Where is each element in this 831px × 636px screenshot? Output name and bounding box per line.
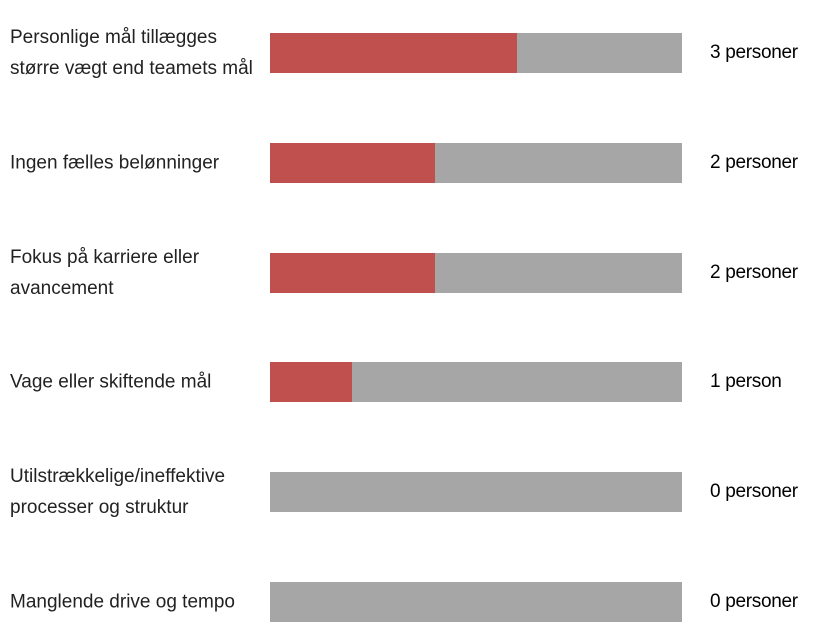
bar-track	[270, 142, 682, 183]
category-label: Manglende drive og tempo	[10, 591, 235, 613]
bar	[270, 33, 518, 73]
value-label: 3 personer	[710, 42, 798, 63]
value-label: 1 person	[710, 371, 782, 393]
value-label: 2 personer	[710, 261, 798, 283]
bar-track	[270, 582, 682, 622]
category-label: Fokus på karriere eller avancement	[10, 246, 200, 299]
value-label: 0 personer	[710, 481, 798, 503]
category-label: Personlige mål tillægges større vægt end…	[10, 27, 253, 79]
category-label: Vage eller skiftende mål	[10, 371, 212, 393]
bar	[270, 252, 435, 293]
bar	[270, 142, 435, 183]
category-label: Utilstrækkelige/ineffektive processer og…	[10, 466, 226, 519]
value-label: 0 personer	[710, 591, 798, 612]
bar-track	[270, 252, 682, 293]
category-label: Ingen fælles belønninger	[10, 152, 220, 174]
bar-track	[270, 472, 682, 513]
bar-track	[270, 362, 682, 403]
value-label: 2 personer	[710, 151, 798, 173]
bar-track	[270, 33, 682, 73]
bar	[270, 362, 353, 403]
